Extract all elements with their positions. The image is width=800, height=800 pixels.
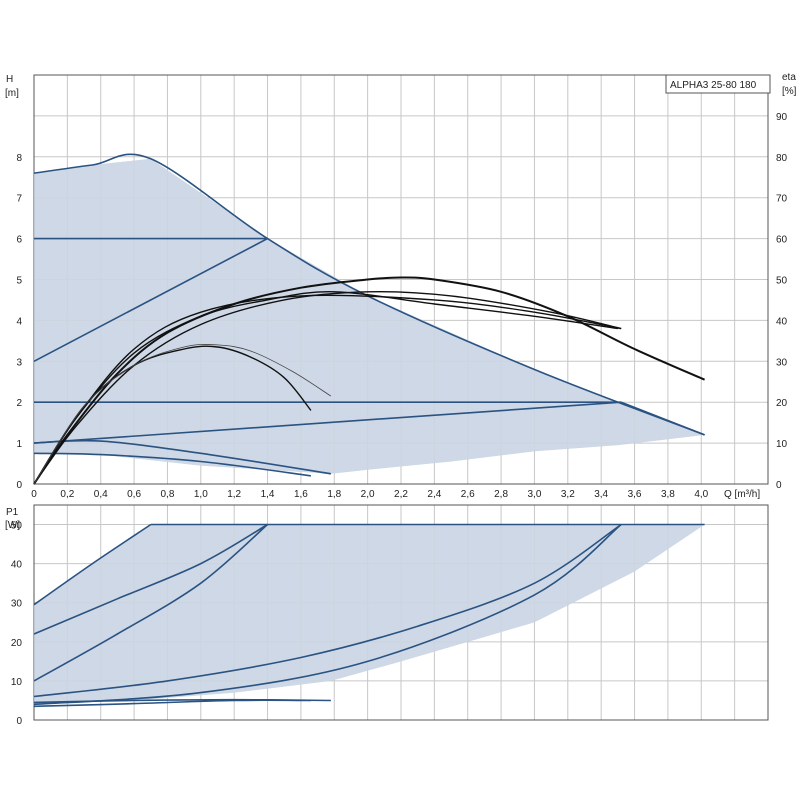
flow-tick-label: 0,4 — [94, 489, 108, 500]
eta-tick-label: 0 — [776, 480, 782, 491]
eta-tick-label: 10 — [776, 439, 788, 450]
eta-tick-label: 30 — [776, 357, 788, 368]
eta-axis-unit: [%] — [782, 86, 797, 97]
power-tick-label: 20 — [11, 638, 23, 649]
flow-tick-label: 3,2 — [561, 489, 575, 500]
head-curve-7 — [33, 439, 332, 475]
flow-tick-label: 1,0 — [194, 489, 208, 500]
head-tick-label: 6 — [16, 235, 22, 246]
power-tick-label: 30 — [11, 599, 23, 610]
flow-tick-label: 2,6 — [461, 489, 475, 500]
power-tick-label: 10 — [11, 677, 23, 688]
power-curve-1 — [33, 523, 152, 606]
power-curve-6 — [33, 523, 622, 706]
flow-tick-label: 1,4 — [261, 489, 275, 500]
eta-tick-label: 80 — [776, 153, 788, 164]
flow-tick-label: 3,0 — [528, 489, 542, 500]
head-curve-5 — [33, 401, 622, 444]
efficiency-curve-4 — [33, 290, 622, 485]
flow-tick-label: 2,0 — [361, 489, 375, 500]
flow-tick-label: 3,6 — [628, 489, 642, 500]
power-tick-label: 0 — [16, 716, 22, 727]
flow-tick-label: 0,8 — [161, 489, 175, 500]
power-curve-3 — [33, 523, 268, 635]
head-curve-6 — [620, 401, 705, 436]
head-tick-label: 1 — [16, 439, 22, 450]
head-tick-label: 2 — [16, 398, 22, 409]
flow-tick-label: 1,6 — [294, 489, 308, 500]
head-curve-1 — [33, 153, 705, 436]
head-tick-label: 4 — [16, 316, 22, 327]
power-chart-panel: 0 10 20 30 40 50 — [11, 504, 769, 727]
power-curve-5 — [33, 523, 622, 698]
flow-tick-label: 2,2 — [394, 489, 408, 500]
head-operating-area-overlay — [34, 158, 705, 474]
eta-tick-label: 60 — [776, 235, 788, 246]
eta-axis-label: eta — [782, 72, 796, 83]
pump-model-title: ALPHA3 25-80 180 — [670, 80, 757, 91]
eta-tick-label: 50 — [776, 276, 788, 287]
power-axis-label: P1 — [6, 507, 19, 518]
eta-tick-label: 70 — [776, 194, 788, 205]
eta-tick-label: 20 — [776, 398, 788, 409]
chart-labels: H [m] eta [%] Q [m³/h] P1 [W] — [5, 72, 797, 531]
head-tick-label: 8 — [16, 153, 22, 164]
head-axis-label: H — [6, 74, 13, 85]
power-curve-4 — [33, 523, 269, 682]
head-tick-label: 5 — [16, 276, 22, 287]
head-tick-label: 7 — [16, 194, 22, 205]
flow-axis-label: Q [m³/h] — [724, 489, 760, 500]
flow-tick-label: 2,4 — [427, 489, 441, 500]
head-curve-3 — [33, 237, 268, 363]
head-axis-unit: [m] — [5, 88, 19, 99]
eta-tick-label: 90 — [776, 112, 788, 123]
flow-tick-label: 3,4 — [594, 489, 608, 500]
flow-tick-label: 1,2 — [227, 489, 241, 500]
eta-tick-label: 40 — [776, 316, 788, 327]
pump-model-box: ALPHA3 25-80 180 — [665, 74, 771, 94]
power-operating-area-overlay — [34, 524, 705, 705]
flow-tick-label: 1,8 — [327, 489, 341, 500]
head-tick-label: 0 — [16, 480, 22, 491]
head-chart-panel: 0 0,2 0,4 0,6 0,8 1,0 1,2 1,4 1,6 1,8 2,0 2,2 2,4 2,6… — [16, 74, 788, 500]
power-tick-label: 40 — [11, 560, 23, 571]
flow-tick-label: 3,8 — [661, 489, 675, 500]
flow-tick-label: 0 — [31, 489, 37, 500]
flow-tick-label: 4,0 — [694, 489, 708, 500]
flow-tick-label: 0,6 — [127, 489, 141, 500]
flow-tick-label: 2,8 — [494, 489, 508, 500]
power-tick-label: 50 — [11, 521, 23, 532]
head-tick-label: 3 — [16, 357, 22, 368]
flow-tick-label: 0,2 — [60, 489, 74, 500]
efficiency-curve-6 — [33, 344, 332, 485]
head-curve-8 — [33, 452, 312, 477]
power-curve-8 — [33, 699, 311, 708]
power-axis-unit: [W] — [5, 520, 20, 531]
